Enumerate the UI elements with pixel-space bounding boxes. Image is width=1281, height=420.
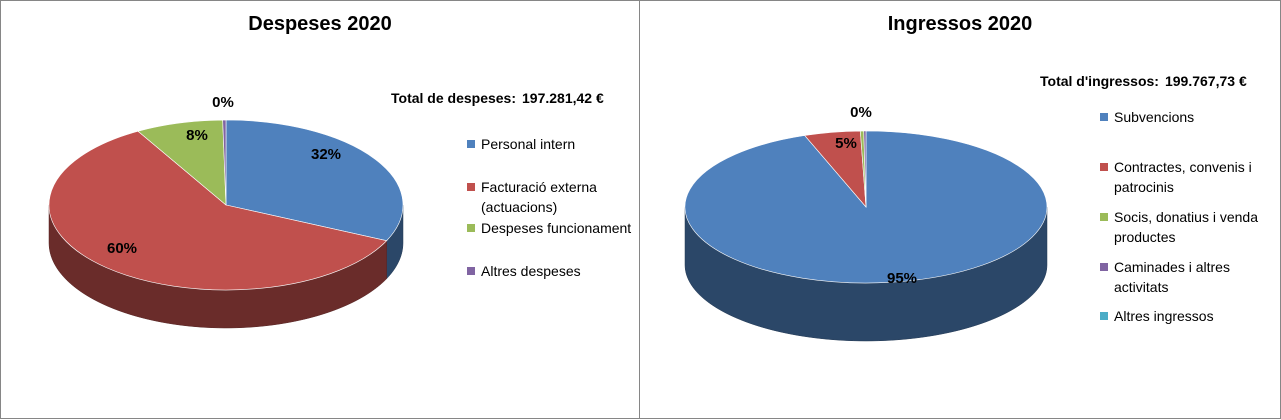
legend-swatch (1100, 163, 1108, 171)
legend-swatch (467, 140, 475, 148)
legend-swatch (1100, 312, 1108, 320)
legend-label: Despeses funcionament (481, 220, 632, 236)
total-expenses: Total de despeses: 197.281,42 € (391, 90, 604, 106)
data-label-2: 8% (186, 127, 208, 144)
data-label-2: 0% (850, 104, 872, 121)
legend-label: Contractes, convenis i patrocinis (1114, 159, 1252, 195)
data-label-1: 60% (107, 240, 137, 257)
total-income-label: Total d'ingressos: (1040, 73, 1159, 89)
legend-swatch (1100, 213, 1108, 221)
legend-label: Altres despeses (481, 263, 581, 279)
legend-label: Subvencions (1114, 109, 1195, 125)
total-expenses-label: Total de despeses: (391, 90, 517, 106)
expenses-pie: 32% 60% 8%0% (48, 94, 404, 329)
legend-label: Caminades i altres activitats (1114, 259, 1230, 295)
legend-swatch (1100, 113, 1108, 121)
legend-label: Facturació externa (actuacions) (481, 179, 597, 215)
total-income: Total d'ingressos: 199.767,73 € (1040, 73, 1247, 89)
legend-swatch (1100, 263, 1108, 271)
data-label-3: 0% (212, 94, 234, 111)
legend-swatch (467, 224, 475, 232)
legend-label: Personal intern (481, 136, 576, 152)
pie-slice-1 (48, 130, 388, 291)
legend-swatch (467, 183, 475, 191)
data-label-0: 95% (887, 270, 917, 287)
total-expenses-value: 197.281,42 € (522, 90, 604, 106)
income-chart-panel: Ingressos 2020 Total d'ingressos: 199.767… (639, 0, 1281, 419)
chart-title: Despeses 2020 (248, 13, 392, 35)
expenses-chart-panel: Despeses 2020 Total de despeses: 197.281,… (0, 0, 640, 419)
legend-label: Altres ingressos (1114, 308, 1214, 324)
pie-slice-3 (222, 119, 227, 206)
pie-slice-0 (225, 119, 404, 242)
pie-slice-3 (863, 130, 867, 208)
legend-swatch (467, 267, 475, 275)
data-label-1: 5% (835, 135, 857, 152)
income-pie: 95% 5% 0% (684, 104, 1048, 342)
data-label-0: 32% (311, 146, 341, 163)
legend-label: Socis, donatius i venda productes (1114, 209, 1258, 245)
chart-title: Ingressos 2020 (887, 13, 1033, 35)
total-income-value: 199.767,73 € (1164, 73, 1247, 89)
pie-slice-2 (137, 119, 227, 206)
